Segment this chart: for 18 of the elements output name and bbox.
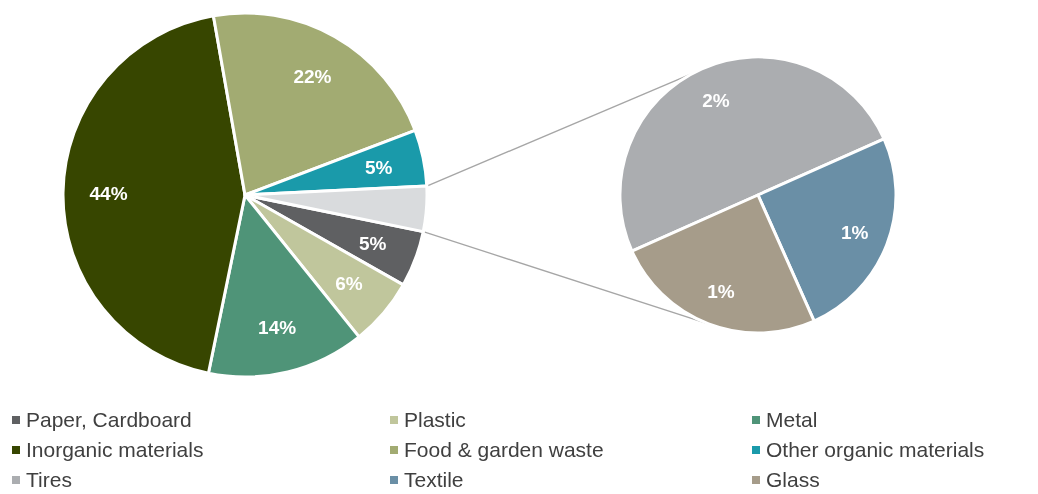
data-label: 2% [702,90,730,112]
legend-label: Metal [766,408,818,432]
data-label: 14% [258,317,297,339]
data-label: 5% [359,232,387,254]
data-label: 6% [335,273,363,295]
legend-label: Food & garden waste [404,438,604,462]
data-label: 5% [364,156,393,178]
data-label: 44% [89,182,128,204]
legend-label: Glass [766,468,820,492]
legend-label: Textile [404,468,464,492]
legend-label: Plastic [404,408,466,432]
data-label: 22% [293,65,332,87]
data-label: 1% [707,281,735,303]
data-label: 1% [840,221,869,243]
legend-label: Inorganic materials [26,438,204,462]
legend-label: Other organic materials [766,438,985,462]
legend-label: Tires [26,468,72,492]
legend-label: Paper, Cardboard [26,408,192,432]
